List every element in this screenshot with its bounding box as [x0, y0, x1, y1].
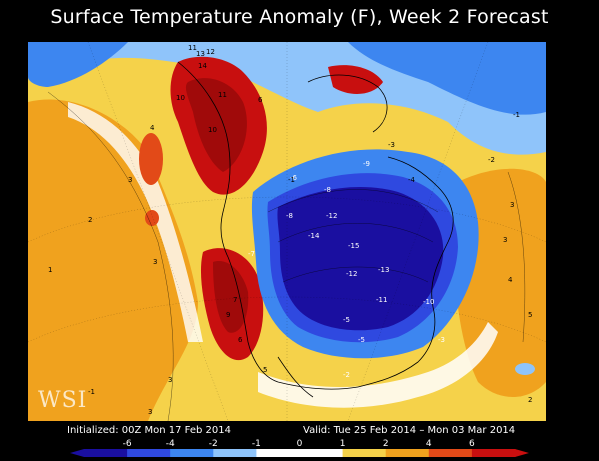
anomaly-value-label: 3 [168, 376, 172, 384]
north-atlantic-cool-patch [348, 42, 546, 115]
anomaly-value-label: -12 [326, 212, 337, 220]
anomaly-value-label: 10 [176, 94, 185, 102]
scale-tick-label: 0 [297, 439, 303, 449]
anomaly-value-label: -14 [308, 232, 320, 240]
anomaly-value-label: -12 [346, 270, 357, 278]
alaska-warmest-core [185, 78, 247, 172]
valid-period-text: Valid: Tue 25 Feb 2014 – Mon 03 Mar 2014 [303, 425, 516, 436]
anomaly-value-label: -1 [88, 388, 95, 396]
anomaly-value-label: 3 [510, 201, 514, 209]
color-scale-bars [70, 449, 529, 457]
footer-info: Initialized: 00Z Mon 17 Feb 2014 Valid: … [0, 425, 599, 439]
anomaly-value-label: -11 [376, 296, 387, 304]
anomaly-value-label: 6 [238, 336, 243, 344]
scale-tick-label: 6 [469, 439, 475, 449]
anomaly-value-label: 4 [150, 124, 155, 132]
color-scale-ticks: -6 -4 -2 -1 0 1 2 4 6 [123, 439, 475, 449]
anomaly-value-label: 9 [226, 311, 230, 319]
anomaly-value-label: 5 [528, 311, 532, 319]
anomaly-value-label: -6 [290, 174, 298, 182]
graticule [28, 42, 546, 421]
contour-lines [47, 91, 526, 421]
anomaly-value-label: -3 [388, 141, 395, 149]
anomaly-value-label: -15 [348, 242, 359, 250]
scale-color-segment [299, 449, 344, 457]
anomaly-value-label: 6 [258, 96, 263, 104]
scale-color-segment [256, 449, 300, 457]
scale-color-segment [213, 449, 257, 457]
scale-left-arrow [70, 449, 84, 457]
caribbean-cool-spot [515, 363, 535, 375]
anomaly-value-label: 4 [508, 276, 513, 284]
wsi-watermark-logo: WSI [38, 388, 88, 413]
scale-color-segment [127, 449, 171, 457]
anomaly-value-label: 3 [153, 258, 157, 266]
anomaly-value-label: 1 [48, 266, 52, 274]
anomaly-value-label: -4 [408, 176, 416, 184]
anomaly-value-label: -2 [488, 156, 495, 164]
coastlines [177, 61, 454, 398]
anomaly-value-label: 3 [148, 408, 152, 416]
anomaly-value-label: -5 [343, 316, 350, 324]
anomaly-value-label: 3 [128, 176, 132, 184]
anomaly-value-label: -2 [343, 371, 350, 379]
cold-anomaly-core [277, 187, 444, 331]
scale-tick-label: -6 [123, 439, 132, 449]
anomaly-value-label: -7 [248, 250, 255, 258]
anomaly-value-label: 3 [503, 236, 507, 244]
color-scale-legend: -6 -4 -2 -1 0 1 2 4 6 [0, 437, 599, 461]
anomaly-value-label: -8 [324, 186, 331, 194]
scale-color-segment [170, 449, 214, 457]
anomaly-value-label: -9 [363, 160, 370, 168]
temperature-anomaly-map: 11 13 12 14 10 11 10 6 4 3 2 1 7 9 6 5 3 3 -8 -12 -14 -15 -13-… [28, 42, 546, 421]
scale-tick-label: -1 [252, 439, 261, 449]
anomaly-value-label: 7 [233, 296, 237, 304]
scale-color-segment [471, 449, 516, 457]
scale-color-segment [385, 449, 430, 457]
western-us-warmest-core [213, 261, 249, 333]
neutral-band-west [68, 102, 203, 342]
anomaly-value-label: 12 [206, 48, 215, 56]
scale-tick-label: 1 [340, 439, 346, 449]
initialized-text: Initialized: 00Z Mon 17 Feb 2014 [67, 425, 231, 436]
scale-color-segment [342, 449, 387, 457]
anomaly-value-label: -1 [513, 111, 520, 119]
scale-tick-label: 2 [383, 439, 389, 449]
anomaly-value-label: -8 [286, 212, 293, 220]
anomaly-value-label: -1 [288, 176, 295, 184]
northwest-cool-patch [28, 42, 128, 87]
scale-tick-label: 4 [426, 439, 432, 449]
scale-color-segment [428, 449, 473, 457]
anomaly-value-label: 2 [528, 396, 532, 404]
anomaly-value-label: 2 [88, 216, 92, 224]
scale-tick-label: -4 [166, 439, 175, 449]
pacific-warm-spot-small [145, 210, 159, 226]
anomaly-value-label: 13 [196, 50, 205, 58]
scale-right-arrow [515, 449, 529, 457]
anomaly-value-label: 11 [218, 91, 227, 99]
anomaly-value-label: 14 [198, 62, 207, 70]
pacific-warm-spot [139, 133, 163, 185]
map-title: Surface Temperature Anomaly (F), Week 2 … [50, 6, 549, 28]
anomaly-value-label: -10 [423, 298, 434, 306]
anomaly-value-label: -5 [358, 336, 365, 344]
anomaly-value-label: -13 [378, 266, 389, 274]
scale-color-segment [84, 449, 128, 457]
anomaly-value-label: 10 [208, 126, 217, 134]
greenland-warm-patch [328, 65, 383, 94]
anomaly-value-label: -3 [438, 336, 445, 344]
anomaly-value-label: 11 [188, 44, 197, 52]
anomaly-value-label: 5 [263, 366, 267, 374]
neutral-band-southeast [258, 322, 498, 408]
scale-tick-label: -2 [209, 439, 218, 449]
